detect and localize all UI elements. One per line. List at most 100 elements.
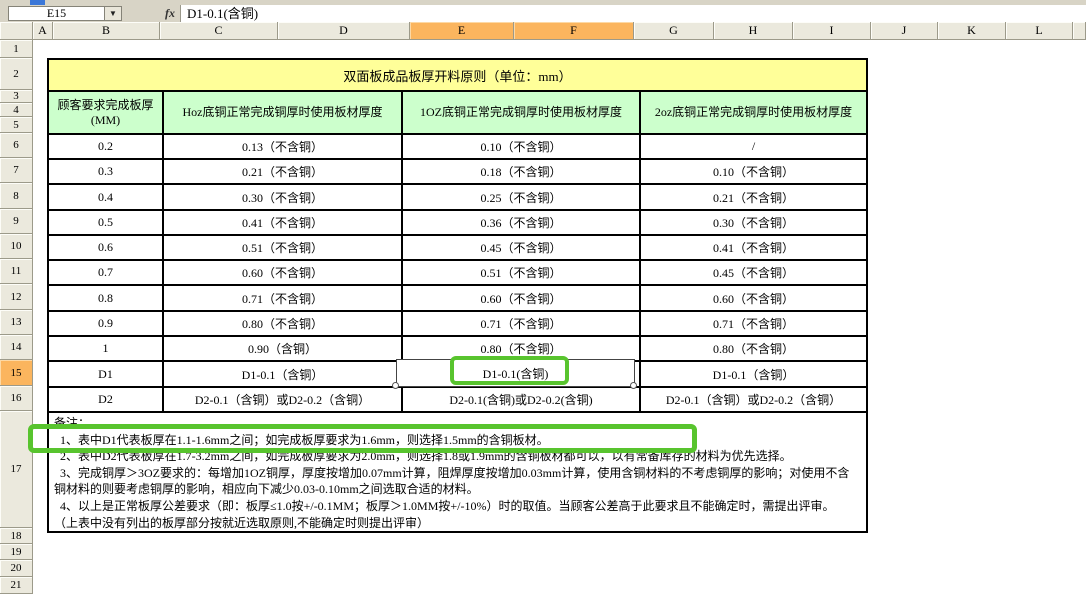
column-header-J[interactable]: J bbox=[871, 22, 938, 40]
table-cell-r8c2[interactable]: 0.30（不含铜） bbox=[162, 183, 403, 211]
formula-bar: E15 ▼ fx D1-0.1(含铜) bbox=[0, 5, 1086, 22]
row-header-3[interactable]: 3 bbox=[0, 90, 33, 103]
table-cell-r12c1[interactable]: 0.8 bbox=[47, 284, 164, 312]
table-cell-r9c2[interactable]: 0.41（不含铜） bbox=[162, 209, 403, 236]
table-cell-r12c2[interactable]: 0.71（不含铜） bbox=[162, 284, 403, 312]
column-header-A[interactable]: A bbox=[33, 22, 53, 40]
row-header-9[interactable]: 9 bbox=[0, 209, 33, 234]
table-cell-r6c3[interactable]: 0.10（不含铜） bbox=[401, 133, 641, 160]
column-header-C[interactable]: C bbox=[160, 22, 278, 40]
row-header-5[interactable]: 5 bbox=[0, 117, 33, 133]
row-header-8[interactable]: 8 bbox=[0, 183, 33, 209]
table-cell-r16c3[interactable]: D2-0.1(含铜)或D2-0.2(含铜) bbox=[401, 386, 641, 413]
table-cell-r8c4[interactable]: 0.21（不含铜） bbox=[639, 183, 868, 211]
table-cell-r13c4[interactable]: 0.71（不含铜） bbox=[639, 310, 868, 337]
column-header-E[interactable]: E bbox=[410, 22, 514, 40]
thickness-table-body: 双面板成品板厚开料原则（单位：mm） 顾客要求完成板厚 (MM) Hoz底铜正常完成… bbox=[47, 58, 868, 534]
note-line-6: （上表中没有列出的板厚部分按就近选取原则,不能确定时则提出评审） bbox=[54, 515, 430, 530]
row-header-16[interactable]: 16 bbox=[0, 386, 33, 411]
insert-function-icon[interactable]: fx bbox=[165, 6, 175, 20]
toolbar-icon-fragment bbox=[30, 0, 45, 5]
table-cell-r14c1[interactable]: 1 bbox=[47, 335, 164, 362]
row-header-2[interactable]: 2 bbox=[0, 58, 33, 90]
table-cell-r11c2[interactable]: 0.60（不含铜） bbox=[162, 259, 403, 286]
table-cell-r9c3[interactable]: 0.36（不含铜） bbox=[401, 209, 641, 236]
column-header-D[interactable]: D bbox=[278, 22, 410, 40]
table-cell-r15c1[interactable]: D1 bbox=[47, 360, 164, 388]
row-header-21[interactable]: 21 bbox=[0, 577, 33, 594]
row-header-14[interactable]: 14 bbox=[0, 335, 33, 360]
table-cell-r8c1[interactable]: 0.4 bbox=[47, 183, 164, 211]
table-cell-r7c4[interactable]: 0.10（不含铜） bbox=[639, 158, 868, 185]
table-cell-r6c4[interactable]: / bbox=[639, 133, 868, 160]
table-cell-r13c3[interactable]: 0.71（不含铜） bbox=[401, 310, 641, 337]
column-header-I[interactable]: I bbox=[793, 22, 871, 40]
row-header-1[interactable]: 1 bbox=[0, 40, 33, 58]
table-cell-r11c4[interactable]: 0.45（不含铜） bbox=[639, 259, 868, 286]
notes-cell[interactable]: 备注： 1、表中D1代表板厚在1.1-1.6mm之间；如完成板厚要求为1.6mm… bbox=[47, 410, 868, 534]
row-header-7[interactable]: 7 bbox=[0, 158, 33, 183]
table-cell-r14c2[interactable]: 0.90（含铜） bbox=[162, 335, 403, 362]
table-column-title-1[interactable]: 顾客要求完成板厚 (MM) bbox=[47, 90, 164, 135]
table-cell-r12c4[interactable]: 0.60（不含铜） bbox=[639, 284, 868, 312]
table-cell-r10c4[interactable]: 0.41（不含铜） bbox=[639, 234, 868, 261]
table-cell-r16c2[interactable]: D2-0.1（含铜）或D2-0.2（含铜） bbox=[162, 386, 403, 413]
note-line-5: 4、以上是正常板厚公差要求（即：板厚≤1.0按+/-0.1MM；板厚＞1.0MM… bbox=[54, 498, 835, 513]
table-column-title-2[interactable]: Hoz底铜正常完成铜厚时使用板材厚度 bbox=[162, 90, 403, 135]
column-header-B[interactable]: B bbox=[53, 22, 160, 40]
selection-handle-right[interactable] bbox=[630, 382, 637, 389]
table-cell-r11c1[interactable]: 0.7 bbox=[47, 259, 164, 286]
select-all-corner[interactable] bbox=[0, 22, 33, 40]
column-header-K[interactable]: K bbox=[938, 22, 1006, 40]
table-cell-r13c2[interactable]: 0.80（不含铜） bbox=[162, 310, 403, 337]
row-header-19[interactable]: 19 bbox=[0, 544, 33, 560]
column-header-G[interactable]: G bbox=[634, 22, 714, 40]
note-line-3: 3、完成铜厚＞3OZ要求的：每增加1OZ铜厚，厚度按增加0.07mm计算，阻焊厚… bbox=[54, 465, 850, 480]
name-box[interactable]: E15 bbox=[8, 6, 104, 21]
table-cell-r11c3[interactable]: 0.51（不含铜） bbox=[401, 259, 641, 286]
row-header-15[interactable]: 15 bbox=[0, 360, 33, 386]
table-cell-r14c4[interactable]: 0.80（不含铜） bbox=[639, 335, 868, 362]
table-cell-r14c3[interactable]: 0.80（不含铜） bbox=[401, 335, 641, 362]
table-cell-r6c2[interactable]: 0.13（不含铜） bbox=[162, 133, 403, 160]
selected-cell-E15[interactable]: D1-0.1(含铜) bbox=[396, 359, 635, 387]
table-cell-r16c1[interactable]: D2 bbox=[47, 386, 164, 413]
column-header-H[interactable]: H bbox=[714, 22, 793, 40]
row-header-18[interactable]: 18 bbox=[0, 528, 33, 544]
table-cell-r7c2[interactable]: 0.21（不含铜） bbox=[162, 158, 403, 185]
row-header-13[interactable]: 13 bbox=[0, 310, 33, 335]
table-cell-r10c3[interactable]: 0.45（不含铜） bbox=[401, 234, 641, 261]
table-cell-r15c2[interactable]: D1-0.1（含铜） bbox=[162, 360, 403, 388]
table-cell-r15c4[interactable]: D1-0.1（含铜） bbox=[639, 360, 868, 388]
selection-handle-left[interactable] bbox=[392, 382, 399, 389]
row-header-4[interactable]: 4 bbox=[0, 103, 33, 117]
column-header-L[interactable]: L bbox=[1006, 22, 1073, 40]
row-header-column: 1 2 3 4 5 6 7 8 9 10 11 12 13 14 15 16 17 18 19 20 21 bbox=[0, 40, 33, 594]
table-cell-r9c4[interactable]: 0.30（不含铜） bbox=[639, 209, 868, 236]
table-cell-r10c1[interactable]: 0.6 bbox=[47, 234, 164, 261]
note-line-4: 铜材料的则要考虑铜厚的影响，相应向下减少0.03-0.10mm之间选取合适的材料… bbox=[54, 482, 479, 497]
table-cell-r9c1[interactable]: 0.5 bbox=[47, 209, 164, 236]
table-cell-r10c2[interactable]: 0.51（不含铜） bbox=[162, 234, 403, 261]
row-header-11[interactable]: 11 bbox=[0, 259, 33, 284]
column-header-partial[interactable] bbox=[1073, 22, 1086, 40]
table-cell-r12c3[interactable]: 0.60（不含铜） bbox=[401, 284, 641, 312]
toolbar-strip bbox=[0, 0, 1086, 5]
table-cell-r13c1[interactable]: 0.9 bbox=[47, 310, 164, 337]
row-header-12[interactable]: 12 bbox=[0, 284, 33, 310]
row-header-6[interactable]: 6 bbox=[0, 133, 33, 158]
table-column-title-4[interactable]: 2oz底铜正常完成铜厚时使用板材厚度 bbox=[639, 90, 868, 135]
table-cell-r8c3[interactable]: 0.25（不含铜） bbox=[401, 183, 641, 211]
name-box-dropdown-icon[interactable]: ▼ bbox=[104, 6, 122, 21]
table-cell-r7c1[interactable]: 0.3 bbox=[47, 158, 164, 185]
table-column-title-3[interactable]: 1OZ底铜正常完成铜厚时使用板材厚度 bbox=[401, 90, 641, 135]
row-header-10[interactable]: 10 bbox=[0, 234, 33, 259]
table-cell-r6c1[interactable]: 0.2 bbox=[47, 133, 164, 160]
column-header-F[interactable]: F bbox=[514, 22, 634, 40]
table-cell-r7c3[interactable]: 0.18（不含铜） bbox=[401, 158, 641, 185]
row-header-17[interactable]: 17 bbox=[0, 411, 33, 528]
table-cell-r16c4[interactable]: D2-0.1（含铜）或D2-0.2（含铜） bbox=[639, 386, 868, 413]
formula-input[interactable]: D1-0.1(含铜) bbox=[180, 5, 1086, 22]
row-header-20[interactable]: 20 bbox=[0, 560, 33, 577]
